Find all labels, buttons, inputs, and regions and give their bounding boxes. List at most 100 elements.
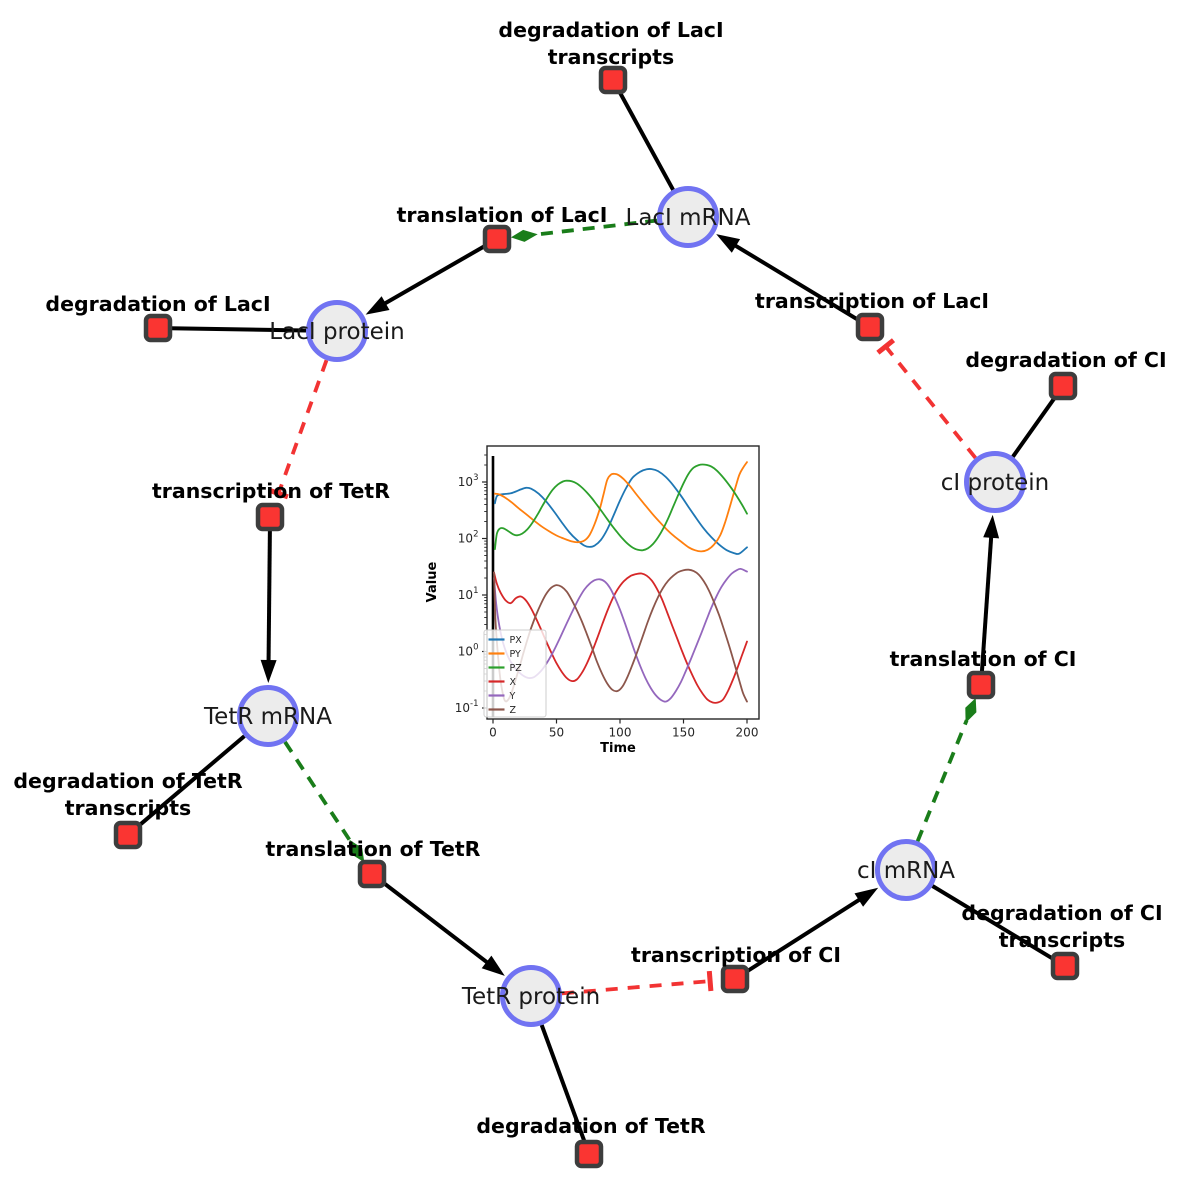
reaction-label: degradation of LacI transcripts [498, 18, 723, 69]
legend-label: Z [510, 705, 517, 716]
reaction-node-square [143, 313, 173, 343]
production-arrowhead-icon [854, 887, 879, 907]
edge-activation-line [915, 719, 969, 843]
reaction-label: translation of TetR [266, 837, 481, 861]
y-tick-exponent: 3 [473, 473, 478, 483]
species-label: LacI protein [269, 319, 404, 345]
reaction-label: degradation of CI transcripts [961, 901, 1162, 952]
reaction-label-line: transcripts [65, 796, 192, 820]
reaction-node-square [357, 859, 387, 889]
reaction-label: degradation of TetR transcripts [13, 769, 242, 820]
edge-production-line [979, 530, 994, 673]
series-line-PY [494, 461, 748, 553]
y-tick-base: 10 [458, 645, 473, 659]
reaction-label: degradation of LacI [45, 292, 270, 316]
reaction-label-line: degradation of LacI [498, 18, 723, 42]
chart-legend: PX PY PZ XYZ [483, 629, 547, 718]
reaction-label-line: transcription of CI [631, 943, 841, 967]
y-tick-exponent: 1 [473, 586, 478, 596]
species-node-circle [306, 300, 368, 362]
inhibition-tee-icon [706, 970, 714, 992]
y-tick-base: 10 [458, 588, 473, 602]
reaction-label: transcription of TetR [152, 479, 390, 503]
y-tick-base: 10 [458, 532, 473, 546]
reaction-node-square [255, 502, 285, 532]
reaction-label-line: translation of CI [890, 647, 1077, 671]
edge-consumption-line [169, 326, 307, 333]
edge-production-line [728, 240, 860, 323]
reaction-label-line: degradation of CI [965, 348, 1166, 372]
x-tick-label: 200 [736, 726, 759, 740]
edge-production-line [744, 894, 866, 974]
production-arrowhead-icon [481, 955, 505, 976]
reaction-label-line: translation of LacI [397, 203, 608, 227]
chart-frame [486, 445, 760, 720]
x-tick-label: 0 [489, 726, 497, 740]
reaction-node-square [1048, 371, 1078, 401]
series-line-PX [494, 468, 748, 555]
species-node-circle [237, 685, 299, 747]
production-arrowhead-icon [716, 234, 741, 253]
species-label: cI protein [941, 470, 1050, 496]
y-tick-exponent: 0 [473, 643, 478, 653]
edge-consumption-line [135, 734, 246, 829]
production-arrowhead-icon [983, 514, 1000, 539]
reaction-label: degradation of CI [965, 348, 1166, 372]
x-tick-label: 150 [672, 726, 695, 740]
legend-label: PY [510, 649, 522, 660]
legend-label: PZ [510, 663, 523, 674]
species-node-circle [657, 186, 719, 248]
reaction-label: degradation of TetR [476, 1114, 705, 1138]
species-label: TetR mRNA [203, 704, 332, 730]
edge-consumption-line [617, 89, 675, 191]
reaction-label: transcription of CI [631, 943, 841, 967]
species-node-circle [500, 965, 562, 1027]
nodes-layer [113, 65, 1080, 1169]
legend-label: Y [509, 691, 516, 702]
inset-chart: 0 50 100 150 20010-1100101102103TimeValuePXP… [425, 445, 760, 756]
reaction-label: translation of CI [890, 647, 1077, 671]
reaction-label-line: degradation of TetR [13, 769, 242, 793]
edge-inhibition-line [276, 359, 329, 495]
edge-activation-line [283, 740, 353, 844]
labels-layer: LacI mRNA LacI protein TetR mRNA TetR prote… [13, 18, 1166, 1138]
y-tick-label: 102 [458, 530, 479, 546]
reaction-label-line: transcripts [548, 45, 675, 69]
edge-consumption-line [1011, 394, 1058, 458]
edge-inhibition-line [884, 345, 977, 460]
reaction-label: transcription of LacI [755, 289, 989, 313]
activation-arrowhead-icon [349, 839, 365, 863]
y-axis-label: Value [425, 561, 440, 602]
species-label: LacI mRNA [626, 205, 751, 231]
reaction-label-line: transcription of TetR [152, 479, 390, 503]
legend-label: PX [510, 635, 523, 646]
series-line-PZ [494, 463, 748, 552]
species-node-circle [964, 451, 1026, 513]
reaction-node-square [720, 964, 750, 994]
inhibition-tee-icon [876, 338, 896, 355]
legend-label: X [510, 677, 517, 688]
y-tick-label: 100 [458, 643, 479, 659]
series-line-X [493, 571, 748, 704]
x-axis-label: Time [600, 741, 636, 756]
x-tick-label: 100 [609, 726, 632, 740]
species-label: TetR protein [461, 984, 600, 1010]
reaction-label-line: transcripts [999, 928, 1126, 952]
production-arrowhead-icon [260, 659, 277, 683]
species-label: cI mRNA [857, 858, 955, 884]
edge-production-line [378, 243, 487, 309]
y-tick-exponent: 2 [473, 530, 478, 540]
y-tick-base: 10 [458, 475, 473, 489]
reaction-label: translation of LacI [397, 203, 608, 227]
reaction-node-square [482, 224, 512, 254]
reaction-node-square [1050, 951, 1080, 981]
reaction-label-line: degradation of TetR [476, 1114, 705, 1138]
reaction-node-square [113, 820, 143, 850]
reaction-node-square [855, 312, 885, 342]
reaction-label-line: transcription of LacI [755, 289, 989, 313]
inhibition-tee-icon [268, 487, 289, 500]
edge-production-line [381, 880, 494, 968]
y-tick-exponent: -1 [470, 699, 478, 709]
